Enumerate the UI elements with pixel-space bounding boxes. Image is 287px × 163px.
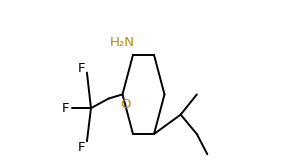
Text: F: F — [77, 141, 85, 154]
Text: F: F — [77, 62, 85, 75]
Text: H₂N: H₂N — [110, 36, 135, 49]
Text: O: O — [121, 98, 131, 111]
Text: F: F — [62, 102, 70, 115]
